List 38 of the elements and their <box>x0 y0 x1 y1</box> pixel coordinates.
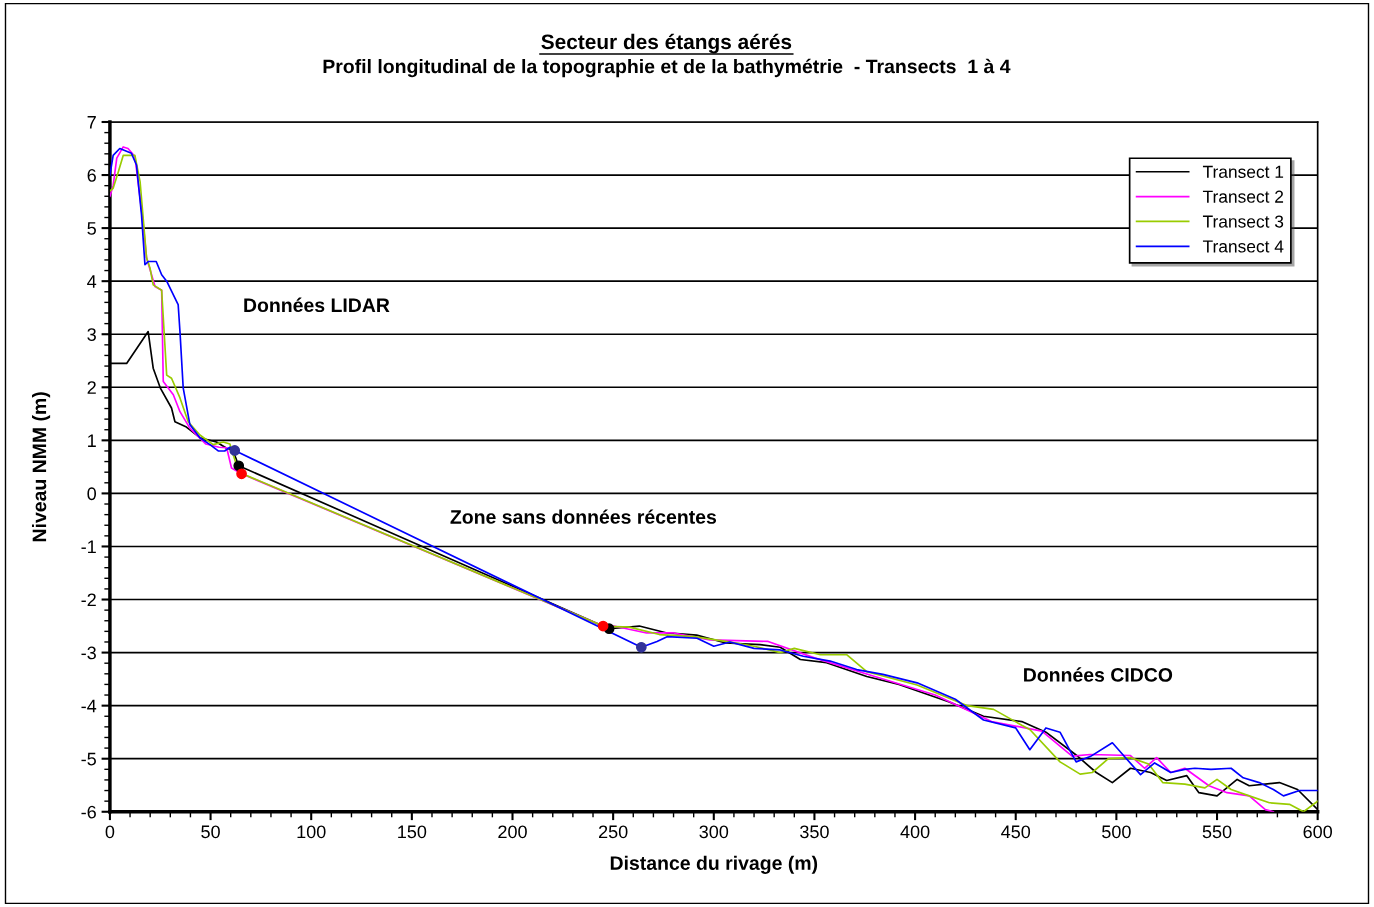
x-tick-label: 100 <box>297 825 326 839</box>
y-tick-label: 3 <box>87 328 96 341</box>
y-tick-label: 5 <box>87 222 96 235</box>
x-tick-label: 0 <box>105 825 115 839</box>
x-tick-label: 500 <box>1102 825 1131 839</box>
y-tick-label: -1 <box>81 540 96 554</box>
y-tick-label: 7 <box>87 116 96 129</box>
x-tick-label: 450 <box>1001 825 1031 839</box>
y-tick-label: 2 <box>87 381 96 394</box>
annotation: Données CIDCO <box>1024 667 1173 682</box>
y-tick-label: -2 <box>81 593 96 607</box>
y-tick-label: 1 <box>88 434 96 447</box>
y-tick-label: -5 <box>81 752 96 766</box>
x-tick-label: 350 <box>800 825 829 839</box>
legend-label: Transect 1 <box>1202 165 1284 178</box>
chart-subtitle: Profil longitudinal de la topographie et de la bathymétrie - Transects 1 à 4 <box>323 58 1011 78</box>
legend-label: Transect 3 <box>1202 215 1284 228</box>
y-tick-label: -4 <box>81 699 97 713</box>
y-tick-label: 4 <box>87 275 97 288</box>
legend-label: Transect 4 <box>1202 240 1284 253</box>
x-tick-label: 50 <box>201 825 220 839</box>
y-axis-title: Niveau NMM (m) <box>31 392 51 542</box>
chart-title: Secteur des étangs aérés <box>541 33 792 54</box>
x-tick-label: 150 <box>398 825 427 839</box>
x-tick-label: 400 <box>900 825 930 839</box>
y-tick-label: 0 <box>87 487 97 501</box>
x-tick-label: 600 <box>1303 825 1333 839</box>
x-tick-label: 250 <box>598 825 628 839</box>
legend-label: Transect 2 <box>1202 190 1284 203</box>
x-axis-title: Distance du rivage (m) <box>610 855 818 874</box>
y-tick-label: -6 <box>81 805 96 819</box>
x-tick-label: 550 <box>1202 825 1232 839</box>
y-tick-label: 6 <box>87 168 96 182</box>
x-tick-label: 200 <box>498 825 527 839</box>
annotation: Zone sans données récentes <box>450 509 717 524</box>
annotation: Données LIDAR <box>244 297 390 313</box>
y-tick-label: -3 <box>81 646 96 660</box>
x-tick-label: 300 <box>699 825 729 839</box>
